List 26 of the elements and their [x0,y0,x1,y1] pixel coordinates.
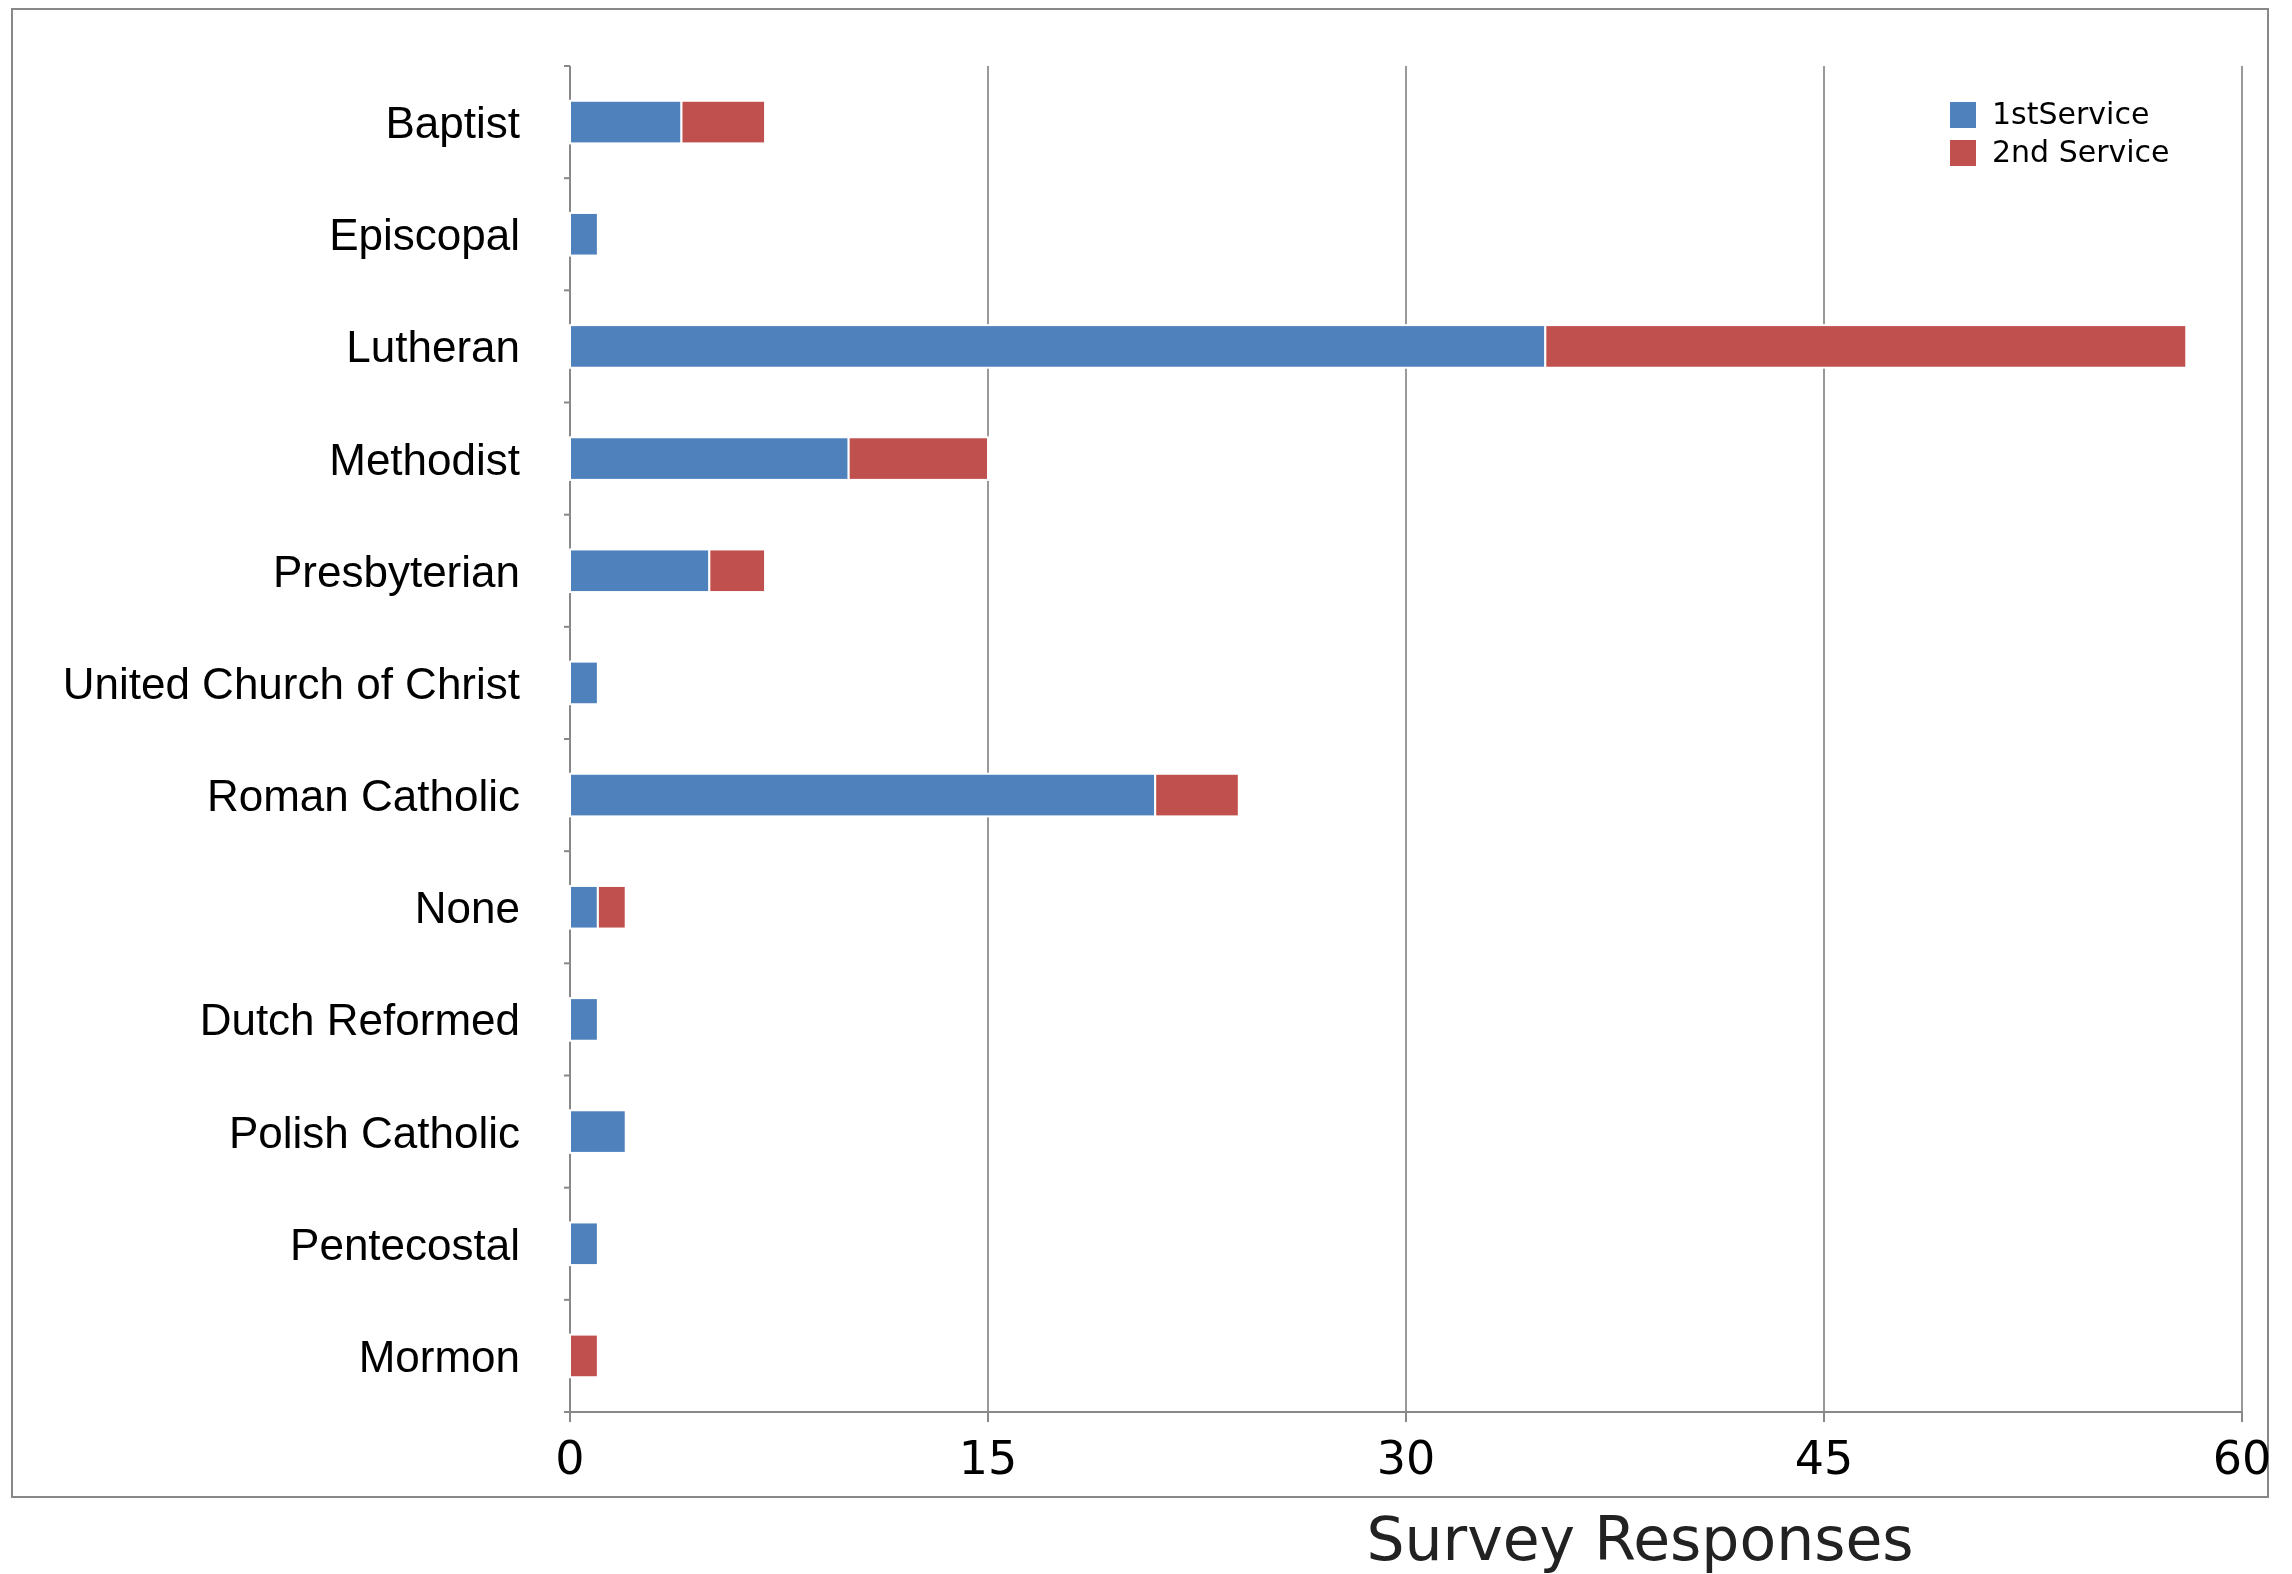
bar [569,211,599,257]
y-tick-label: Dutch Reformed [199,995,520,1045]
y-tick-label: Pentecostal [290,1219,520,1269]
bar [569,1109,627,1154]
y-tick-label: Baptist [385,98,520,148]
x-tick-label: 0 [555,1431,585,1485]
y-tick-label: Presbyterian [272,546,520,596]
y-tick-label: United Church of Christ [62,658,520,708]
x-tick-label: 15 [958,1431,1018,1485]
y-tick-label: None [414,883,520,933]
x-tick-label: 30 [1376,1431,1436,1485]
x-tick-label: 45 [1794,1431,1854,1485]
bar [569,997,599,1042]
y-tick-label: Episcopal [329,210,520,260]
x-axis-title: Survey Responses [1366,1504,1914,1574]
y-tick-label: Polish Catholic [228,1107,520,1157]
y-tick-label: Methodist [329,434,520,484]
legend-label: 2nd Service [1992,134,2170,169]
bar [569,1333,599,1379]
y-tick-label: Lutheran [346,322,520,372]
y-tick-label: Mormon [358,1331,520,1381]
legend-label: 1stService [1992,96,2150,131]
bar [569,660,599,706]
x-tick-label: 60 [2212,1431,2272,1485]
bar [569,1221,599,1267]
y-tick-label: Roman Catholic [206,771,520,821]
